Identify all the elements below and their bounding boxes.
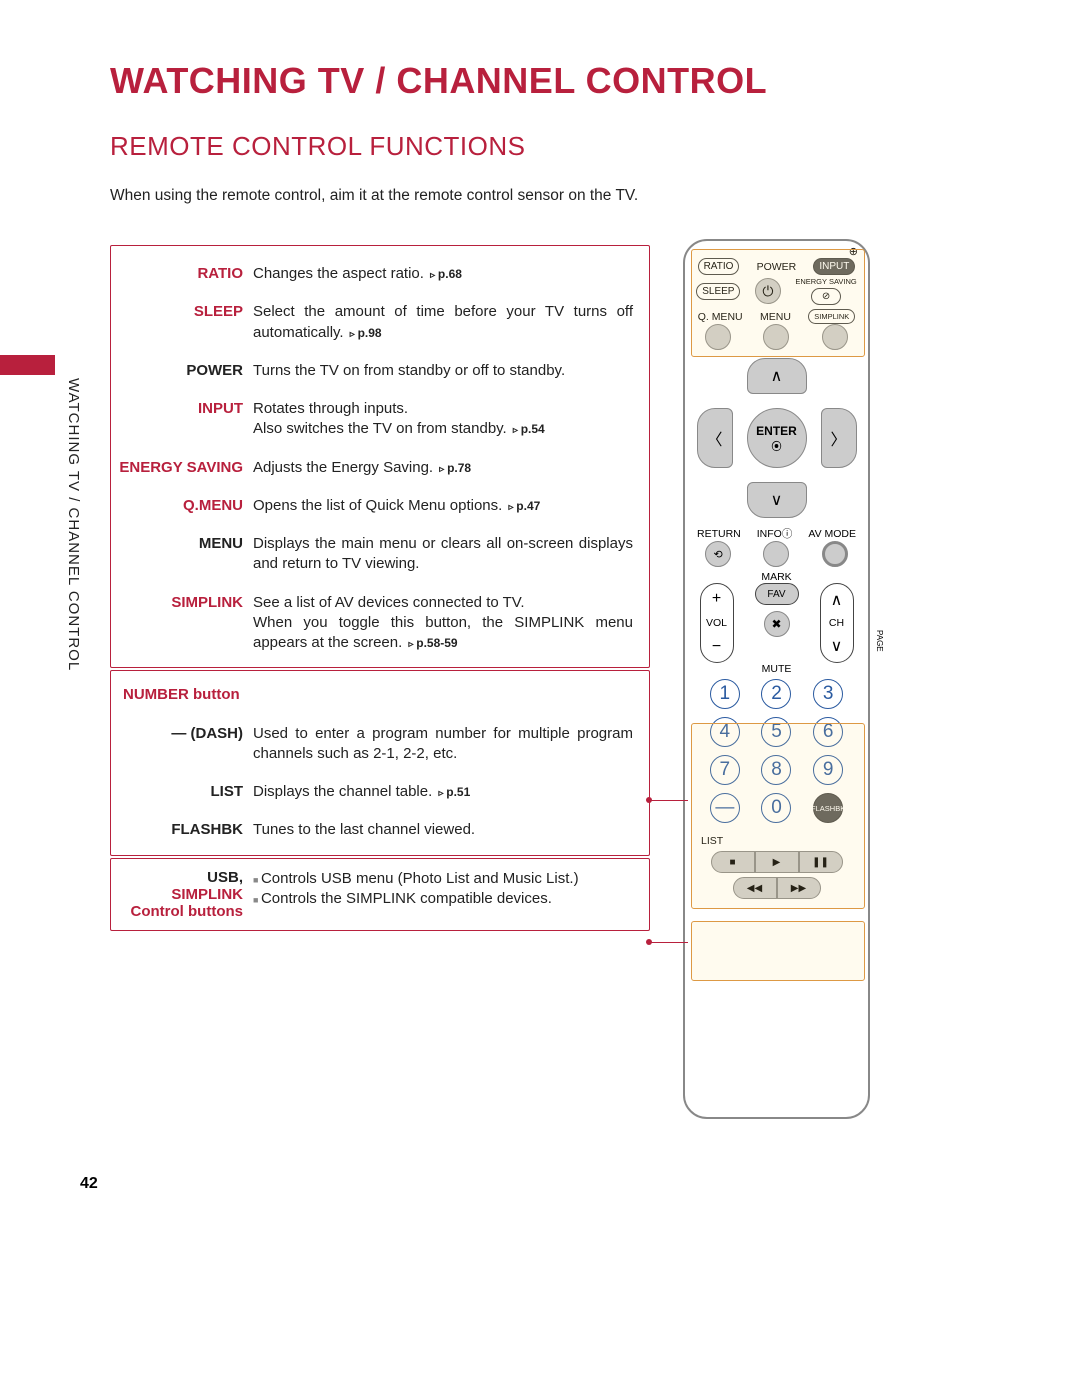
desc-text: See a list of AV devices connected to TV… [253,593,633,654]
desc-box-2: NUMBER button — (DASH)Used to enter a pro… [110,670,650,855]
desc-row: POWER Turns the TV on from standby or off… [111,361,633,381]
info-label: INFOⓘ [757,526,793,541]
desc-label: ENERGY SAVING [111,458,243,478]
desc-text: Turns the TV on from standby or off to s… [253,361,633,381]
return-button[interactable]: ⟲ [705,541,731,567]
highlight-media [691,921,865,981]
simplink-label: SIMPLINK [171,886,243,903]
info-button[interactable] [763,541,789,567]
desc-text: Used to enter a program number for multi… [253,724,633,765]
desc-label: NUMBER button [123,685,623,705]
page-label: PAGE [875,630,884,652]
desc-label: SLEEP [111,302,243,343]
volume-rocker[interactable]: + VOL − [700,583,734,663]
simplink-desc: Controls the SIMPLINK compatible devices… [253,889,633,909]
ch-down-icon: ∨ [831,636,843,656]
desc-row: RATIO Changes the aspect ratio. p.68 [111,264,633,284]
desc-text: Displays the channel table. p.51 [253,782,633,802]
leader-dot-media [646,939,652,945]
page-title: WATCHING TV / CHANNEL CONTROL [110,60,767,102]
desc-label: MENU [111,534,243,575]
margin-tab [0,355,55,375]
highlight-numpad [691,723,865,909]
vol-label: VOL [706,617,727,629]
desc-text: Tunes to the last channel viewed. [253,820,633,840]
highlight-top [691,249,865,357]
desc-row: ENERGY SAVING Adjusts the Energy Saving. … [111,458,633,478]
channel-rocker[interactable]: ∧ CH ∨ [820,583,854,663]
desc-label: POWER [111,361,243,381]
desc-text: Displays the main menu or clears all on-… [253,534,633,575]
usb-desc: Controls USB menu (Photo List and Music … [253,869,633,889]
leader-media [648,942,688,943]
desc-row: — (DASH)Used to enter a program number f… [111,724,633,765]
d-pad: ∧ ∨ 〈 〉 ENTER⦿ [697,358,857,518]
return-label: RETURN [697,528,741,540]
desc-label: RATIO [111,264,243,284]
dpad-left[interactable]: 〈 [697,408,733,468]
num-3-button[interactable]: 3 [813,679,843,709]
control-buttons-label: Control buttons [131,903,243,920]
leader-dot-numpad [646,797,652,803]
fav-button[interactable]: FAV [755,583,799,605]
desc-text: Select the amount of time before your TV… [253,302,633,343]
desc-label: FLASHBK [111,820,243,840]
page-number: 42 [80,1175,98,1193]
vol-up-icon: + [712,590,721,608]
leader-numpad [648,800,688,801]
dpad-down[interactable]: ∨ [747,482,807,518]
desc-row: SIMPLINKSee a list of AV devices connect… [111,593,633,654]
vol-down-icon: − [712,638,721,656]
desc-row: LIST Displays the channel table. p.51 [111,782,633,802]
desc-label: SIMPLINK [111,593,243,654]
desc-label: Q.MENU [111,496,243,516]
dpad-up[interactable]: ∧ [747,358,807,394]
desc-text: Opens the list of Quick Menu options. p.… [253,496,633,516]
num-1-button[interactable]: 1 [710,679,740,709]
desc-row: NUMBER button [111,685,633,705]
desc-row: MENUDisplays the main menu or clears all… [111,534,633,575]
desc-text: Changes the aspect ratio. p.68 [253,264,633,284]
mute-button[interactable]: ✖ [764,611,790,637]
desc-label: INPUT [111,399,243,440]
desc-box-3: USB, SIMPLINK Control buttons Controls U… [110,858,650,932]
desc-box-1: RATIO Changes the aspect ratio. p.68 SLEEP… [110,245,650,668]
ch-up-icon: ∧ [831,590,843,610]
ch-label: CH [829,617,844,629]
avmode-button[interactable] [822,541,848,567]
avmode-label: AV MODE [808,528,856,540]
desc-text: Adjusts the Energy Saving. p.78 [253,458,633,478]
desc-label: LIST [111,782,243,802]
intro-text: When using the remote control, aim it at… [110,187,638,205]
enter-button[interactable]: ENTER⦿ [747,408,807,468]
desc-label: — (DASH) [111,724,243,765]
desc-row: Q.MENU Opens the list of Quick Menu optio… [111,496,633,516]
desc-text: Rotates through inputs.Also switches the… [253,399,633,440]
desc-row: FLASHBK Tunes to the last channel viewed. [111,820,633,840]
num-2-button[interactable]: 2 [761,679,791,709]
section-subtitle: REMOTE CONTROL FUNCTIONS [110,131,525,162]
mark-label: MARK [685,571,868,583]
desc-row: INPUTRotates through inputs.Also switche… [111,399,633,440]
vertical-section-label: WATCHING TV / CHANNEL CONTROL [65,378,82,671]
mute-label: MUTE [685,663,868,675]
dpad-right[interactable]: 〉 [821,408,857,468]
desc-row: SLEEPSelect the amount of time before yo… [111,302,633,343]
usb-label: USB, [207,869,243,886]
function-descriptions: RATIO Changes the aspect ratio. p.68 SLEEP… [110,245,650,931]
remote-illustration: ⊕ RATIO POWER INPUT SLEEP ⏻ ENERGY SAVIN… [683,239,870,1119]
